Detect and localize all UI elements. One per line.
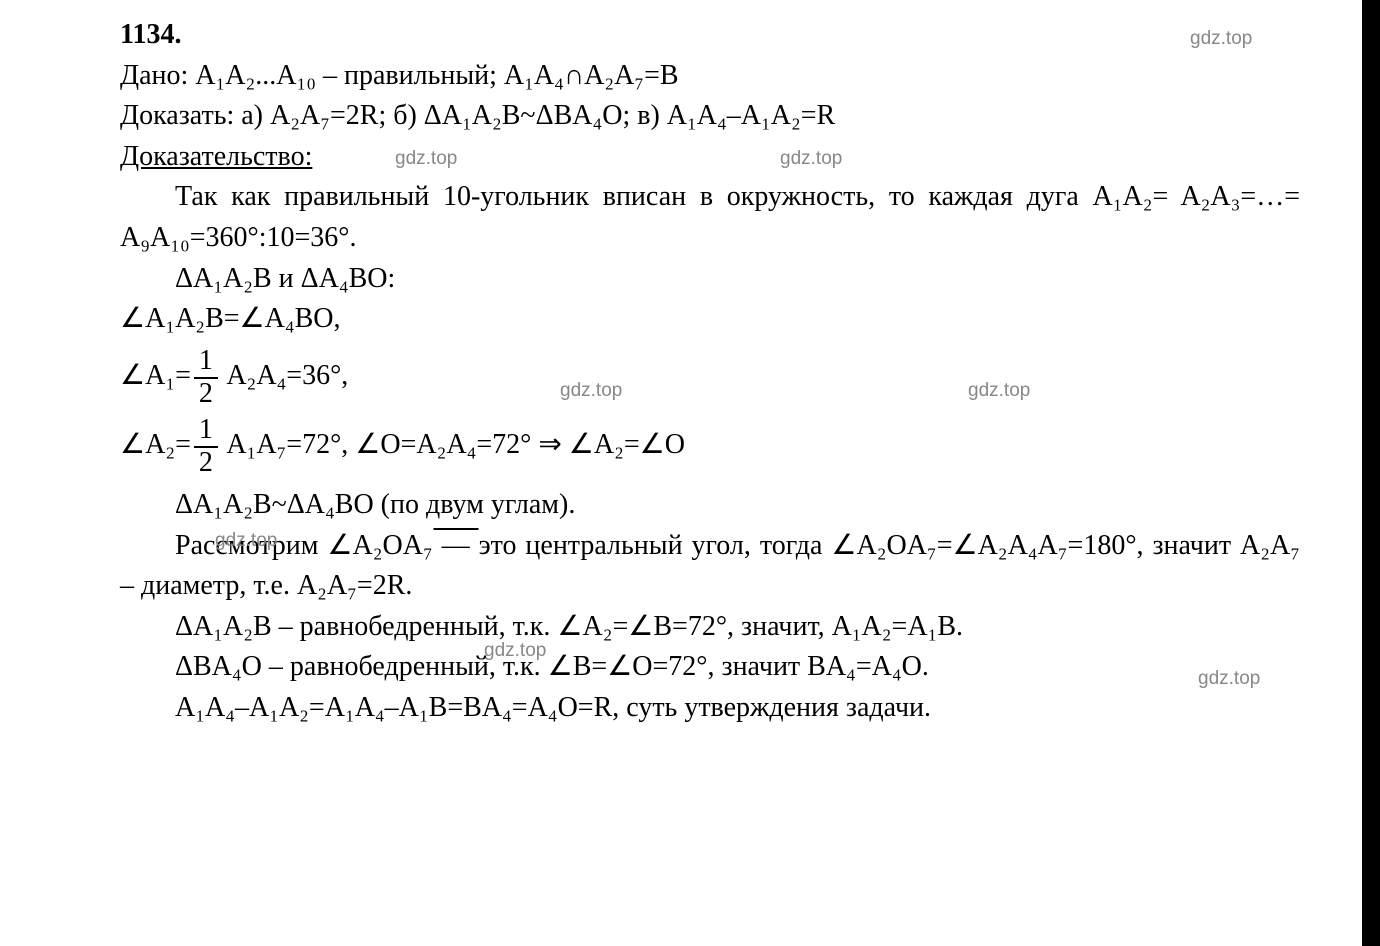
line5-post: A₁A₇=72°, ∠O=A₂A₄=72° ⇒ ∠A₂=∠O (221, 430, 685, 461)
prove-line: Доказать: а) A₂A₇=2R; б) ΔA₁A₂B~ΔBA₄O; в… (120, 96, 1300, 137)
fraction-1: 12 (194, 346, 218, 410)
proof-line-4: ∠A₁=12 A₂A₄=36°, (120, 346, 1300, 410)
solution-content: 1134. Дано: A₁A₂...A₁₀ – правильный; A₁A… (120, 15, 1300, 729)
proof-line-10: A₁A₄–A₁A₂=A₁A₄–A₁B=BA₄=A₄O=R, суть утвер… (120, 688, 1300, 729)
frac2-den: 2 (194, 448, 218, 479)
page-right-border (1362, 0, 1380, 946)
line4-post: A₂A₄=36°, (221, 360, 348, 391)
proof-line-2: ΔA₁A₂B и ΔA₄BO: (120, 259, 1300, 300)
line7-dash: — (442, 530, 470, 561)
frac1-den: 2 (194, 379, 218, 410)
line5-pre: ∠A₂= (120, 430, 191, 461)
given-line: Дано: A₁A₂...A₁₀ – правильный; A₁A₄∩A₂A₇… (120, 56, 1300, 97)
proof-line-3: ∠A₁A₂B=∠A₄BO, (120, 299, 1300, 340)
proof-label: Доказательство: (120, 137, 1300, 178)
fraction-2: 12 (194, 415, 218, 479)
proof-line-9: ΔBA₄O – равнобедренный, т.к. ∠B=∠O=72°, … (120, 647, 1300, 688)
problem-number-line: 1134. (120, 15, 1300, 56)
problem-number: 1134. (120, 19, 181, 50)
proof-line-6: ΔA₁A₂B~ΔA₄BO (по двум углам). (120, 485, 1300, 526)
proof-line-5: ∠A₂=12 A₁A₇=72°, ∠O=A₂A₄=72° ⇒ ∠A₂=∠O (120, 415, 1300, 479)
proof-line-1: Так как правильный 10-угольник вписан в … (120, 177, 1300, 258)
frac2-num: 1 (194, 415, 218, 448)
proof-label-text: Доказательство: (120, 141, 312, 172)
frac1-num: 1 (194, 346, 218, 379)
line7a: Рассмотрим ∠A₂OA₇ (175, 530, 442, 561)
proof-line-7: Рассмотрим ∠A₂OA₇ — это центральный угол… (120, 526, 1300, 607)
line4-pre: ∠A₁= (120, 360, 191, 391)
proof-line-8: ΔA₁A₂B – равнобедренный, т.к. ∠A₂=∠B=72°… (120, 607, 1300, 648)
